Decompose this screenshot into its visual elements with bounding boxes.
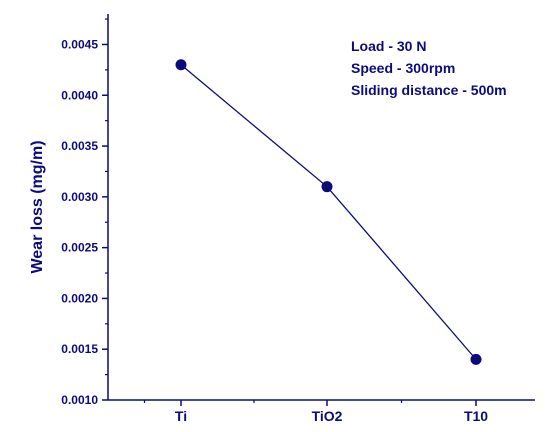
y-tick-label: 0.0045 — [61, 37, 98, 51]
annotation-line: Load - 30 N — [351, 38, 426, 54]
y-tick-label: 0.0020 — [61, 291, 98, 305]
x-tick-label: T10 — [464, 408, 488, 424]
y-tick-label: 0.0015 — [61, 342, 98, 356]
y-tick-label: 0.0025 — [61, 241, 98, 255]
data-point — [175, 59, 187, 71]
annotation-block: Load - 30 N Speed - 300rpm Sliding distanc… — [351, 38, 507, 98]
series-group — [175, 59, 482, 365]
y-tick-label: 0.0030 — [61, 190, 98, 204]
annotation-line: Speed - 300rpm — [351, 60, 455, 76]
x-ticks: Ti TiO2 T10 — [143, 400, 488, 424]
annotation-line: Sliding distance - 500m — [351, 82, 507, 98]
y-ticks: 0.0010 0.0015 0.0020 0.0025 0.0030 0.0035 0.00… — [61, 18, 108, 407]
series-line — [180, 64, 477, 360]
data-point — [321, 181, 333, 193]
axes — [107, 14, 535, 401]
x-tick-label: Ti — [175, 408, 187, 424]
data-point — [470, 353, 482, 365]
y-tick-label: 0.0035 — [61, 139, 98, 153]
y-tick-label: 0.0010 — [61, 393, 98, 407]
y-axis-label: Wear loss (mg/m) — [29, 140, 46, 273]
x-tick-label: TiO2 — [312, 408, 343, 424]
y-tick-label: 0.0040 — [61, 88, 98, 102]
